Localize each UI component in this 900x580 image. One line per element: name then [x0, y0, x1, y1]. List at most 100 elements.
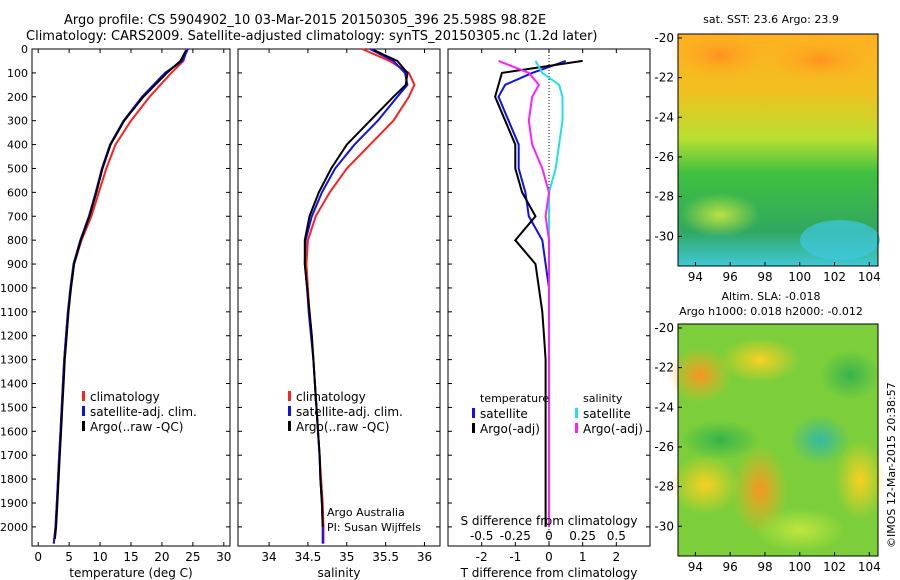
y-tick-label: 0 [21, 43, 28, 56]
sla-low-patch [790, 415, 850, 465]
map-y-tick-label: -26 [654, 150, 674, 164]
map-y-tick-label: -22 [654, 71, 674, 85]
legend-label: Argo(-adj) [480, 422, 540, 436]
sla-low-patch [820, 350, 880, 400]
map-y-tick-label: -28 [654, 190, 674, 204]
legend-header-salinity: salinity [583, 392, 623, 405]
y-tick-label: 800 [7, 234, 28, 247]
profile-panels: 0 5 10 15 20 25 300100200300400500600700800900… [0, 43, 651, 580]
map-x-tick-label: 102 [823, 270, 846, 284]
x-tick-label: 34.5 [295, 550, 322, 564]
map-x-tick-label: 100 [788, 270, 811, 284]
sst-warm-patch [670, 30, 770, 80]
sst-cool-patch [800, 220, 880, 260]
y-tick-label: 100 [7, 67, 28, 80]
y-tick-label: 1800 [0, 473, 28, 486]
y-tick-label: 900 [7, 258, 28, 271]
sla-map-frame [677, 323, 879, 557]
y-tick-label: 600 [7, 186, 28, 199]
secondary-tick-label: 0.5 [607, 529, 626, 543]
legend-label: satellite [480, 407, 528, 421]
argo-annotation: PI: Susan Wijffels [327, 521, 421, 534]
x-tick-label: 36 [417, 550, 432, 564]
x-tick-label: 2 [613, 550, 621, 564]
figure-title-line2: Climatology: CARS2009. Satellite-adjuste… [26, 29, 598, 44]
x-axis-label: salinity [317, 566, 360, 580]
y-tick-label: 1000 [0, 282, 28, 295]
map-x-tick-label: 102 [823, 560, 846, 574]
x-tick-label: 10 [92, 550, 107, 564]
legend-swatch [82, 406, 85, 416]
y-tick-label: 1700 [0, 449, 28, 462]
y-tick-label: 1100 [0, 306, 28, 319]
y-tick-label: 200 [7, 91, 28, 104]
sla-high-patch [670, 455, 740, 515]
temperature-frame [31, 48, 231, 547]
x-tick-label: 0 [34, 550, 42, 564]
series-line-argo-raw-qc- [53, 49, 187, 539]
map-x-tick-label: 96 [723, 270, 738, 284]
legend-label: satellite-adj. clim. [296, 405, 403, 419]
sla-mid-patch [755, 508, 845, 552]
sst-mid-patch [680, 193, 760, 237]
map-x-tick-label: 98 [757, 270, 772, 284]
series-line-climatology [305, 48, 416, 544]
sla-high-patch [720, 338, 800, 382]
temperature-panel: 0 5 10 15 20 25 300100200300400500600700800900… [0, 43, 231, 580]
map-y-tick-label: -30 [654, 519, 674, 533]
secondary-axis-label: S difference from climatology [461, 514, 638, 528]
sla-low-patch [680, 420, 760, 460]
sst-warm-patch [765, 38, 875, 82]
y-tick-label: 1300 [0, 354, 28, 367]
x-tick-label: -2 [476, 550, 488, 564]
x-tick-label: 20 [154, 550, 169, 564]
map-y-tick-label: -28 [654, 480, 674, 494]
argo-annotation: Argo Australia [327, 506, 405, 519]
x-tick-label: 0 [545, 550, 553, 564]
sst-map-frame [677, 33, 879, 267]
salinity-frame [237, 48, 441, 547]
x-tick-label: 35.5 [372, 550, 399, 564]
legend-swatch [288, 421, 291, 431]
legend-swatch [82, 421, 85, 431]
x-tick-label: -1 [509, 550, 521, 564]
x-axis-label: T difference from climatology [460, 566, 638, 580]
sst-map-axes: 94 96 98 100 102 104 -20 -22 -24 -26 -28 -30 [654, 31, 880, 284]
legend-label: satellite-adj. clim. [90, 405, 197, 419]
map-y-tick-label: -24 [654, 110, 674, 124]
map-x-tick-label: 94 [688, 560, 703, 574]
legend-label: climatology [90, 390, 160, 404]
x-tick-label: 35 [339, 550, 354, 564]
legend-swatch [82, 391, 85, 401]
sla-high-patch [835, 440, 885, 520]
secondary-tick-label: -0.5 [470, 529, 493, 543]
legend-label: climatology [296, 390, 366, 404]
legend-swatch [288, 391, 291, 401]
map-y-tick-label: -30 [654, 229, 674, 243]
map-x-tick-label: 104 [858, 270, 881, 284]
series-line-argo-adj- [498, 59, 551, 527]
legend-label: satellite [583, 407, 631, 421]
map-x-tick-label: 104 [858, 560, 881, 574]
sla-map-title-line2: Argo h1000: 0.018 h2000: -0.012 [679, 305, 863, 318]
map-y-tick-label: -22 [654, 361, 674, 375]
y-tick-label: 2000 [0, 521, 28, 534]
salinity-panel: 34 34.5 35 35.5 36 salinity climatologysatelli… [237, 48, 441, 580]
map-y-tick-label: -20 [654, 321, 674, 335]
sla-map-title-line1: Altim. SLA: -0.018 [721, 290, 820, 303]
series-line-satellite-adj-clim- [52, 48, 189, 544]
legend-label: Argo(..raw -QC) [90, 420, 183, 434]
legend-swatch [472, 423, 475, 433]
secondary-tick-label: -0.25 [500, 529, 531, 543]
y-tick-label: 500 [7, 162, 28, 175]
sla-high-patch [668, 347, 732, 403]
legend-label: Argo(-adj) [583, 422, 643, 436]
sst-map-title: sat. SST: 23.6 Argo: 23.9 [703, 13, 839, 26]
y-tick-label: 700 [7, 210, 28, 223]
map-y-tick-label: -20 [654, 31, 674, 45]
series-line-climatology [52, 48, 188, 544]
y-tick-label: 1500 [0, 401, 28, 414]
y-tick-label: 1900 [0, 497, 28, 510]
secondary-tick-label: 0.25 [569, 529, 596, 543]
